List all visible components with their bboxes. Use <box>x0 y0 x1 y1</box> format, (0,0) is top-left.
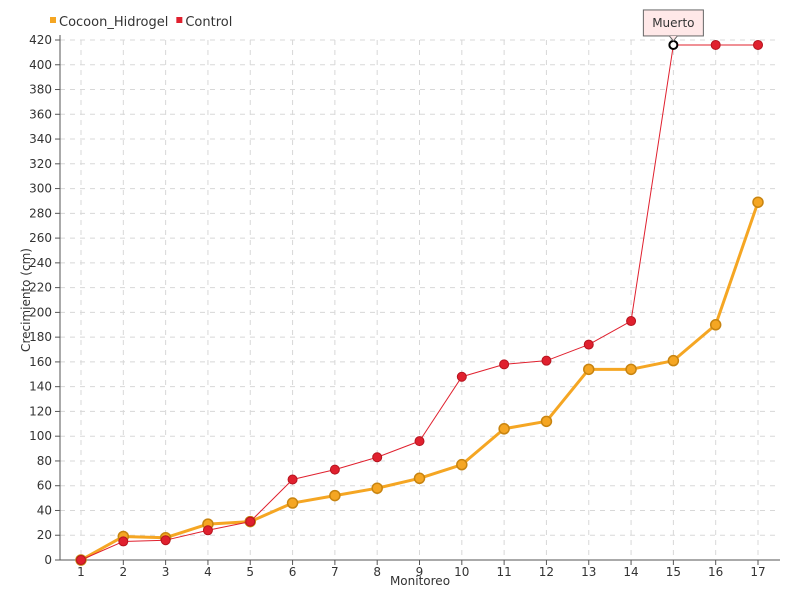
x-tick-label: 13 <box>581 565 596 579</box>
data-point <box>371 482 383 494</box>
y-tick-label: 360 <box>29 107 52 121</box>
data-point <box>626 316 637 327</box>
legend-swatch <box>50 17 56 23</box>
y-tick-label: 200 <box>29 305 52 319</box>
y-tick-label: 160 <box>29 355 52 369</box>
x-axis-title: Monitoreo <box>390 574 450 588</box>
data-point <box>710 39 721 50</box>
x-tick-label: 2 <box>119 565 127 579</box>
x-tick-label: 4 <box>204 565 212 579</box>
y-tick-label: 320 <box>29 157 52 171</box>
legend-label: Control <box>185 15 232 30</box>
axes: 0 20 40 60 80 100 120 140 160 180 200 220 240 260 280 3… <box>29 33 780 579</box>
x-tick-label: 14 <box>623 565 638 579</box>
data-point <box>583 363 595 376</box>
y-tick-label: 220 <box>29 281 52 295</box>
x-tick-label: 11 <box>496 565 511 579</box>
data-point <box>499 359 510 370</box>
data-point <box>160 535 171 546</box>
y-tick-label: 140 <box>29 380 52 394</box>
y-tick-label: 420 <box>29 33 52 47</box>
legend-swatch <box>176 17 183 23</box>
data-point <box>709 319 722 331</box>
y-tick-label: 260 <box>29 231 52 245</box>
data-point <box>76 555 86 565</box>
data-point <box>498 423 510 435</box>
y-tick-label: 400 <box>29 58 52 72</box>
y-tick-label: 340 <box>29 132 52 146</box>
legend: Cocoon_Hidrogel Control <box>50 15 232 30</box>
data-point <box>202 525 213 536</box>
annotation-pointer <box>668 35 678 42</box>
y-tick-label: 80 <box>37 454 52 468</box>
data-point <box>414 436 425 447</box>
data-point <box>540 415 553 428</box>
data-point-highlighted <box>668 39 679 50</box>
y-tick-label: 380 <box>29 83 52 97</box>
data-point <box>245 516 256 527</box>
annotation-layer: Muerto <box>642 9 704 42</box>
data-point <box>372 452 383 463</box>
x-tick-label: 8 <box>373 565 381 579</box>
data-point <box>456 371 467 382</box>
data-point <box>583 339 594 350</box>
y-tick-label: 100 <box>29 429 52 443</box>
y-tick-label: 20 <box>37 528 52 542</box>
x-tick-label: 6 <box>289 565 297 579</box>
legend-label: Cocoon_Hidrogel <box>59 15 168 30</box>
data-point <box>329 489 341 502</box>
x-tick-label: 12 <box>539 565 554 579</box>
y-tick-label: 0 <box>44 553 52 567</box>
x-tick-label: 5 <box>246 565 254 579</box>
y-tick-label: 240 <box>29 256 52 270</box>
data-point <box>287 474 298 485</box>
data-point <box>286 497 299 509</box>
y-tick-label: 300 <box>29 182 52 196</box>
x-tick-label: 7 <box>331 565 339 579</box>
x-tick-label: 16 <box>708 565 723 579</box>
y-tick-label: 120 <box>29 404 52 418</box>
y-axis-title: Crecimiento (cm) <box>19 248 33 352</box>
data-point <box>413 472 426 485</box>
x-tick-label: 17 <box>750 565 765 579</box>
annotation-label: Muerto <box>652 16 694 30</box>
data-point <box>541 355 552 366</box>
annotation-box <box>642 9 704 37</box>
data-point <box>752 196 764 208</box>
y-tick-label: 40 <box>37 503 52 517</box>
data-point <box>329 464 340 475</box>
data-point <box>667 354 680 367</box>
gridlines <box>60 39 780 561</box>
data-point <box>625 363 637 376</box>
y-tick-label: 280 <box>29 206 52 220</box>
y-tick-label: 60 <box>37 479 52 493</box>
y-tick-label: 180 <box>29 330 52 344</box>
x-tick-label: 10 <box>454 565 469 579</box>
x-tick-label: 1 <box>77 565 85 579</box>
data-point <box>456 458 468 471</box>
data-point <box>118 536 129 547</box>
data-point <box>753 39 763 50</box>
x-tick-label: 15 <box>666 565 681 579</box>
series-layer <box>75 39 764 566</box>
x-tick-label: 9 <box>416 565 424 579</box>
x-tick-label: 3 <box>162 565 170 579</box>
